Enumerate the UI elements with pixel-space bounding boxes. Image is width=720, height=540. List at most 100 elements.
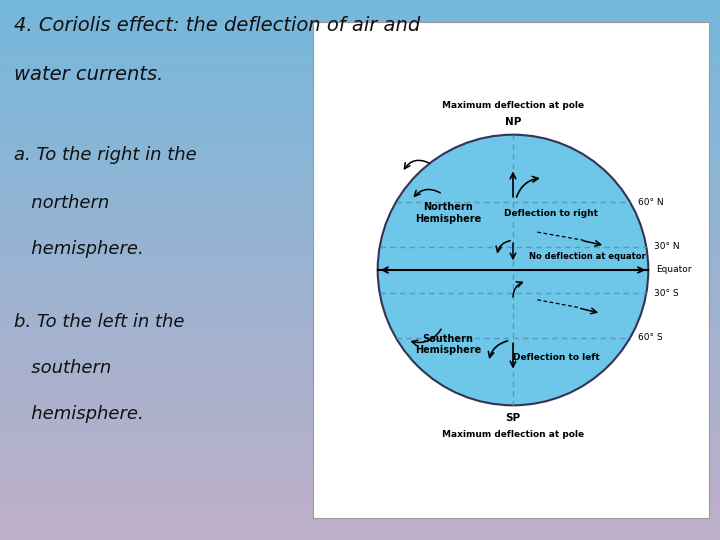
Bar <box>0 19 720 22</box>
Text: Northern
Hemisphere: Northern Hemisphere <box>415 202 481 224</box>
Bar <box>0 32 720 35</box>
Text: hemisphere.: hemisphere. <box>14 240 144 258</box>
Bar <box>0 140 720 143</box>
Bar <box>0 483 720 486</box>
Bar <box>0 57 720 59</box>
Bar <box>0 448 720 451</box>
Bar <box>0 181 720 184</box>
Bar <box>0 308 720 310</box>
Bar <box>0 397 720 400</box>
Bar <box>0 475 720 478</box>
Bar <box>0 51 720 54</box>
Bar <box>0 343 720 346</box>
Bar <box>0 532 720 535</box>
Bar <box>0 243 720 246</box>
Bar <box>0 94 720 97</box>
Bar <box>0 340 720 343</box>
Bar <box>0 148 720 151</box>
Bar <box>0 200 720 202</box>
Bar <box>0 464 720 467</box>
Bar <box>0 472 720 475</box>
Bar <box>0 65 720 68</box>
Bar <box>0 364 720 367</box>
Bar <box>0 178 720 181</box>
Bar <box>0 432 720 435</box>
Bar <box>0 202 720 205</box>
Bar <box>0 46 720 49</box>
Bar <box>0 389 720 392</box>
Bar <box>0 454 720 456</box>
Bar <box>0 338 720 340</box>
Bar <box>0 78 720 81</box>
Bar <box>0 84 720 86</box>
Bar <box>0 116 720 119</box>
Bar <box>0 516 720 518</box>
Bar <box>0 130 720 132</box>
Bar <box>0 73 720 76</box>
Bar <box>0 235 720 238</box>
Bar <box>0 227 720 229</box>
Bar <box>0 232 720 235</box>
Bar <box>0 240 720 243</box>
Bar <box>0 316 720 319</box>
Bar <box>0 100 720 103</box>
Bar <box>0 424 720 427</box>
Bar <box>0 192 720 194</box>
Bar <box>0 27 720 30</box>
Bar <box>0 467 720 470</box>
Text: No deflection at equator: No deflection at equator <box>529 252 646 260</box>
Bar <box>0 265 720 267</box>
Bar <box>0 505 720 508</box>
Bar <box>0 54 720 57</box>
Bar <box>0 14 720 16</box>
Bar <box>0 30 720 32</box>
Bar <box>0 286 720 289</box>
Bar <box>0 462 720 464</box>
Bar <box>0 81 720 84</box>
Bar <box>0 378 720 381</box>
Bar <box>0 97 720 100</box>
Bar <box>0 113 720 116</box>
Bar <box>0 459 720 462</box>
Text: 4. Coriolis effect: the deflection of air and: 4. Coriolis effect: the deflection of ai… <box>14 16 420 35</box>
Bar <box>0 216 720 219</box>
Bar <box>0 173 720 176</box>
Bar <box>0 392 720 394</box>
Bar <box>0 402 720 405</box>
Bar <box>0 470 720 472</box>
Text: Southern
Hemisphere: Southern Hemisphere <box>415 334 481 355</box>
Text: b. To the left in the: b. To the left in the <box>14 313 185 331</box>
Bar <box>0 327 720 329</box>
Text: water currents.: water currents. <box>14 65 163 84</box>
Bar <box>0 238 720 240</box>
Text: northern: northern <box>14 194 109 212</box>
Bar <box>0 70 720 73</box>
Bar <box>0 405 720 408</box>
Bar <box>0 518 720 521</box>
Text: 60° N: 60° N <box>639 198 664 207</box>
Bar <box>0 251 720 254</box>
Bar <box>0 208 720 211</box>
Bar <box>0 86 720 89</box>
Bar <box>0 186 720 189</box>
Bar <box>0 122 720 124</box>
Bar <box>0 248 720 251</box>
Text: Maximum deflection at pole: Maximum deflection at pole <box>442 102 584 110</box>
Bar <box>0 92 720 94</box>
Bar <box>0 375 720 378</box>
Bar <box>0 510 720 513</box>
Bar <box>0 456 720 459</box>
Bar <box>0 486 720 489</box>
Bar <box>0 319 720 321</box>
Bar <box>0 154 720 157</box>
Bar <box>0 135 720 138</box>
Bar <box>0 416 720 418</box>
Bar <box>0 386 720 389</box>
Bar <box>0 302 720 305</box>
Bar <box>0 262 720 265</box>
Bar <box>0 400 720 402</box>
Bar <box>0 427 720 429</box>
Bar <box>0 335 720 338</box>
Bar <box>0 205 720 208</box>
Text: SP: SP <box>505 414 521 423</box>
